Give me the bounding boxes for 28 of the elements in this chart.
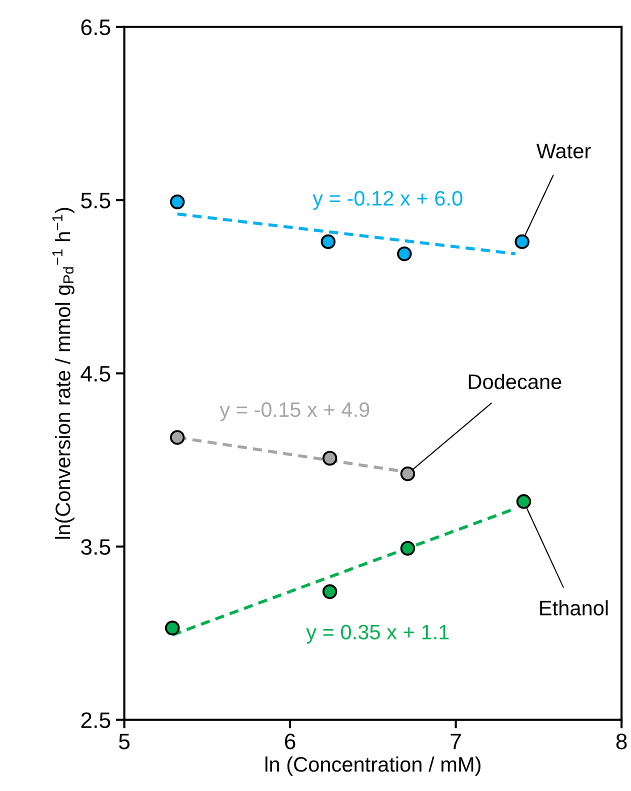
point bbox=[170, 194, 185, 210]
x-tick-label: 6 bbox=[285, 734, 296, 750]
point bbox=[514, 234, 530, 250]
y-tick-label: 5.5 bbox=[81, 192, 110, 208]
text: Dodecane bbox=[468, 374, 562, 390]
annotation: y = 0.35 x + 1.1 bbox=[306, 624, 449, 644]
point bbox=[320, 234, 336, 250]
y-tick-label: 6.5 bbox=[81, 19, 110, 36]
point bbox=[164, 620, 180, 636]
x-tick-label: 8 bbox=[616, 734, 627, 750]
point bbox=[400, 466, 416, 482]
text: Ethanol bbox=[540, 600, 608, 616]
point bbox=[516, 494, 532, 509]
y-tick-label: 4.5 bbox=[80, 366, 110, 382]
text: Water bbox=[536, 144, 591, 158]
point bbox=[397, 246, 412, 262]
point bbox=[322, 584, 338, 599]
x-tick-label: 7 bbox=[450, 734, 461, 750]
x-tick-label: 5 bbox=[119, 734, 130, 750]
y-tick-label: 3.5 bbox=[81, 539, 110, 555]
point bbox=[170, 430, 185, 445]
y-tick-label: 2.5 bbox=[81, 712, 110, 728]
annotation: y = -0.15 x + 4.9 bbox=[220, 402, 370, 422]
x-axis-title: ln (Concentration / mM) bbox=[266, 756, 480, 776]
y-axis-title: ln(Conversion rate / mmol g$_{Pd}$$^{−1}$ h$^{−1}$) bbox=[52, 208, 74, 539]
point bbox=[322, 450, 338, 466]
annotation: y = -0.12 x + 6.0 bbox=[312, 190, 462, 210]
point bbox=[400, 540, 416, 556]
